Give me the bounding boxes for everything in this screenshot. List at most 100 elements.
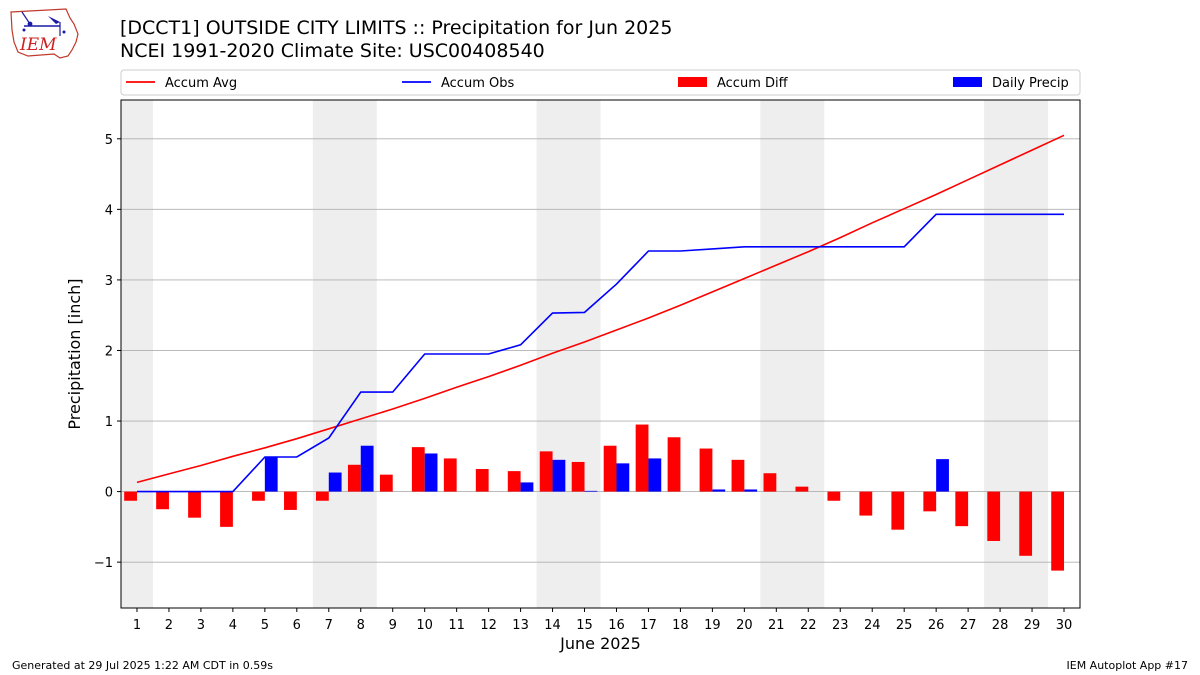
y-axis-label: Precipitation [inch] — [65, 278, 84, 429]
x-tick-label: 27 — [960, 618, 977, 633]
diff-bar-day-8 — [347, 464, 361, 492]
diff-bar-day-16 — [603, 445, 617, 492]
diff-bar-day-5 — [252, 491, 265, 501]
daily-precip-bar-day-8 — [360, 445, 374, 492]
weekend-band — [760, 100, 825, 608]
diff-bar-day-18 — [667, 437, 681, 492]
x-tick-label: 14 — [544, 618, 561, 633]
legend-label: Accum Obs — [441, 76, 514, 91]
x-tick-label: 2 — [165, 618, 173, 633]
legend-label: Daily Precip — [992, 76, 1069, 91]
x-tick-label: 7 — [325, 618, 333, 633]
y-tick-label: −1 — [94, 556, 113, 571]
daily-precip-bar-day-5 — [264, 457, 278, 492]
x-tick-label: 4 — [229, 618, 237, 633]
bars — [124, 424, 1065, 571]
x-tick-label: 29 — [1024, 618, 1041, 633]
diff-bar-day-1 — [124, 491, 137, 501]
diff-bar-day-9 — [379, 474, 393, 492]
x-tick-label: 26 — [928, 618, 945, 633]
diff-bar-day-22 — [795, 486, 809, 492]
chart-title: [DCCT1] OUTSIDE CITY LIMITS :: Precipita… — [120, 17, 673, 39]
diff-bar-day-21 — [763, 473, 777, 492]
legend-label: Accum Avg — [165, 76, 237, 91]
daily-precip-bar-day-19 — [712, 489, 726, 492]
diff-bar-day-26 — [923, 491, 937, 512]
x-tick-label: 19 — [704, 618, 721, 633]
y-tick-label: 3 — [105, 274, 113, 289]
legend-box — [120, 69, 1081, 96]
weekend-band — [121, 100, 153, 608]
weekend-band — [312, 100, 377, 608]
y-tick-label: 5 — [105, 133, 113, 148]
legend-daily-swatch — [953, 77, 982, 87]
diff-bar-day-3 — [188, 491, 201, 518]
x-tick-label: 15 — [576, 618, 593, 633]
x-tick-label: 13 — [512, 618, 529, 633]
daily-precip-bar-day-20 — [744, 489, 758, 492]
diff-bar-day-10 — [411, 447, 425, 492]
x-tick-label: 30 — [1056, 618, 1073, 633]
x-tick-label: 10 — [416, 618, 433, 633]
x-tick-label: 24 — [864, 618, 881, 633]
x-tick-label: 12 — [480, 618, 497, 633]
y-tick-label: 0 — [105, 486, 113, 501]
x-tick-label: 22 — [800, 618, 817, 633]
app-label: IEM Autoplot App #17 — [1066, 659, 1189, 672]
x-tick-label: 5 — [261, 618, 269, 633]
legend: Accum Avg Accum Obs Accum Diff Daily Precip — [120, 69, 1081, 96]
diff-bar-day-14 — [539, 451, 553, 492]
plot-frame — [120, 99, 1081, 609]
diff-bar-day-12 — [475, 469, 489, 492]
x-tick-label: 6 — [293, 618, 301, 633]
legend-diff-swatch — [678, 77, 707, 87]
x-tick-label: 25 — [896, 618, 913, 633]
diff-bar-day-25 — [891, 491, 905, 530]
diff-bar-day-30 — [1051, 491, 1065, 571]
weekend-band — [536, 100, 601, 608]
daily-precip-bar-day-26 — [936, 459, 949, 492]
daily-precip-bar-day-15 — [584, 490, 598, 492]
x-tick-label: 20 — [736, 618, 753, 633]
x-tick-label: 11 — [448, 618, 465, 633]
x-tick-label: 16 — [608, 618, 625, 633]
y-tick-label: 2 — [105, 344, 113, 359]
iem-logo: IEM — [8, 6, 82, 60]
x-tick-label: 17 — [640, 618, 657, 633]
daily-precip-bar-day-16 — [616, 463, 630, 492]
diff-bar-day-6 — [284, 491, 297, 510]
chart-subtitle: NCEI 1991-2020 Climate Site: USC00408540 — [120, 40, 545, 62]
daily-precip-bar-day-14 — [552, 459, 566, 492]
weekend-bands — [121, 100, 1049, 608]
grid-lines — [121, 138, 1080, 563]
diff-bar-day-24 — [859, 491, 873, 516]
legend-label: Accum Diff — [717, 76, 789, 91]
generated-timestamp: Generated at 29 Jul 2025 1:22 AM CDT in … — [12, 659, 273, 672]
diff-bar-day-13 — [507, 471, 521, 492]
accum-obs-line — [137, 213, 1064, 493]
y-tick-label: 1 — [105, 415, 113, 430]
diff-bar-day-27 — [955, 491, 969, 527]
diff-bar-day-19 — [699, 448, 713, 492]
x-tick-label: 21 — [768, 618, 785, 633]
x-tick-label: 18 — [672, 618, 689, 633]
diff-bar-day-11 — [443, 458, 457, 492]
diff-bar-day-20 — [731, 459, 745, 492]
daily-precip-bar-day-10 — [424, 453, 438, 492]
y-tick-label: 4 — [105, 203, 113, 218]
daily-precip-bar-day-17 — [648, 458, 662, 492]
diff-bar-day-15 — [571, 461, 585, 492]
x-tick-label: 1 — [133, 618, 141, 633]
x-axis-label: June 2025 — [559, 634, 641, 653]
series-lines — [136, 134, 1065, 493]
logo-text: IEM — [19, 35, 57, 55]
diff-bar-day-28 — [987, 491, 1001, 541]
diff-bar-day-23 — [827, 491, 841, 501]
diff-bar-day-4 — [220, 491, 233, 527]
x-tick-label: 23 — [832, 618, 849, 633]
accum-avg-line — [136, 134, 1065, 484]
x-tick-label: 9 — [389, 618, 397, 633]
x-tick-label: 3 — [197, 618, 205, 633]
